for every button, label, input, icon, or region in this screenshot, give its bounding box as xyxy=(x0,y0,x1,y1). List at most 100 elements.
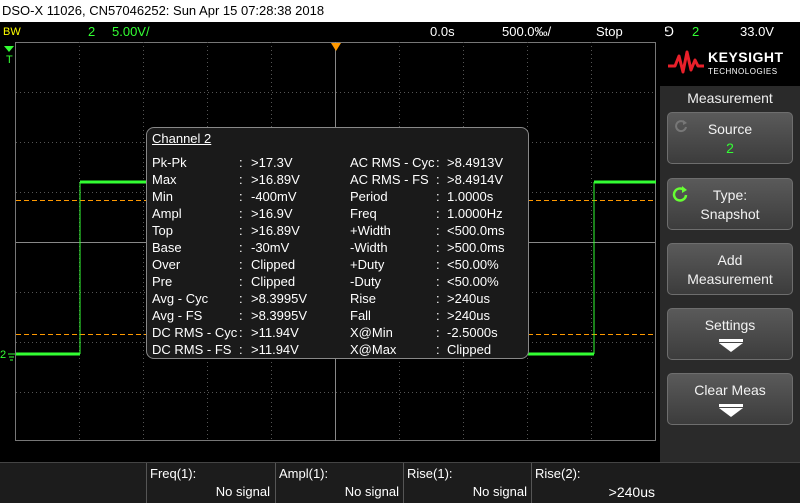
trigger-source[interactable]: 2 xyxy=(692,24,700,39)
graticule: T 2 xyxy=(0,42,658,442)
source-softkey[interactable]: Source 2 xyxy=(667,112,793,164)
measurement-value: >8.4914V xyxy=(447,172,504,187)
measurement-row: Ampl: >16.9V Freq:1.0000Hz xyxy=(147,205,528,222)
measurement-row: Over: Clipped +Duty: <50.00% xyxy=(147,256,528,273)
measurement-name: Period xyxy=(350,189,388,204)
keysight-logo: KEYSIGHT TECHNOLOGIES xyxy=(660,42,800,86)
footer-meas-ampl1[interactable]: Ampl(1): No signal xyxy=(275,463,403,503)
footer-meas-rise2[interactable]: Rise(2): >240us xyxy=(531,463,659,503)
measurement-value: >240us xyxy=(447,308,491,323)
trigger-level[interactable]: 33.0V xyxy=(740,24,774,39)
measurement-separator: : xyxy=(436,342,440,357)
measurement-separator: : xyxy=(239,257,243,272)
brand-subtitle: TECHNOLOGIES xyxy=(708,67,778,76)
measurement-separator: : xyxy=(436,155,440,170)
measurement-name: +Width xyxy=(350,223,391,238)
measurement-value: 1.0000s xyxy=(447,189,494,204)
measurement-name: AC RMS - Cyc xyxy=(350,155,435,170)
measurement-separator: : xyxy=(239,291,243,306)
measurement-row: Base: -30mV -Width: >500.0ms xyxy=(147,239,528,256)
measurement-name: Min xyxy=(152,189,173,204)
add-measurement-line1: Add xyxy=(717,252,743,268)
add-measurement-line2: Measurement xyxy=(687,271,773,287)
footer-meas-freq1[interactable]: Freq(1): No signal xyxy=(146,463,274,503)
measurement-separator: : xyxy=(436,308,440,323)
footer-meas-rise1[interactable]: Rise(1): No signal xyxy=(403,463,531,503)
measurement-row: Pk-Pk: >17.3V AC RMS - Cyc: >8.4913V xyxy=(147,154,528,171)
measurement-row: DC RMS - Cyc: >11.94V X@Min: -2.5000s xyxy=(147,324,528,341)
footer-meas-label: Freq(1): xyxy=(150,466,197,481)
measurement-name: Freq xyxy=(350,206,377,221)
knob-cycle-icon xyxy=(675,120,687,133)
channel-number[interactable]: 2 xyxy=(88,24,96,39)
measurement-row: Avg - FS: >8.3995V Fall: >240us xyxy=(147,307,528,324)
measurement-separator: : xyxy=(436,172,440,187)
measurement-value: >11.94V xyxy=(251,325,299,340)
measurement-name: Pk-Pk xyxy=(152,155,187,170)
bw-limit-indicator: BW xyxy=(3,26,21,38)
keysight-wave-icon xyxy=(668,50,704,74)
measurement-separator: : xyxy=(239,274,243,289)
measurement-name: Avg - FS xyxy=(152,308,203,323)
footer-meas-value: No signal xyxy=(344,484,399,499)
measurement-name: DC RMS - FS xyxy=(152,342,232,357)
settings-softkey[interactable]: Settings xyxy=(667,308,793,360)
vertical-scale[interactable]: 5.00V/ xyxy=(112,24,150,39)
measurement-name: Top xyxy=(152,223,173,238)
horizontal-scale[interactable]: 500.0‰/ xyxy=(502,24,552,39)
menu-title: Measurement xyxy=(687,90,773,106)
measurement-value: -2.5000s xyxy=(447,325,498,340)
measurement-name: X@Max xyxy=(350,342,397,357)
measurement-separator: : xyxy=(436,274,440,289)
measurement-value: >16.89V xyxy=(251,172,300,187)
measurement-value: <500.0ms xyxy=(447,223,505,238)
measurement-separator: : xyxy=(239,325,243,340)
measurement-name: DC RMS - Cyc xyxy=(152,325,238,340)
trigger-edge-icon: ⅁ xyxy=(664,24,675,39)
measurement-name: Pre xyxy=(152,274,173,289)
measurement-value: Clipped xyxy=(447,342,492,357)
measurement-value: >16.9V xyxy=(251,206,293,221)
measurement-panel-title: Channel 2 xyxy=(152,131,212,146)
horizontal-position[interactable]: 0.0s xyxy=(430,24,455,39)
measurement-separator: : xyxy=(239,189,243,204)
clear-meas-softkey[interactable]: Clear Meas xyxy=(667,373,793,425)
measurement-separator: : xyxy=(239,155,243,170)
submenu-arrow-down-icon xyxy=(719,404,743,417)
measurement-row: Max: >16.89V AC RMS - FS: >8.4914V xyxy=(147,171,528,188)
run-state: Stop xyxy=(596,24,623,39)
footer-meas-label: Rise(2): xyxy=(535,466,581,481)
measurement-separator: : xyxy=(436,291,440,306)
measurement-value: >11.94V xyxy=(251,342,299,357)
measurement-name: -Width xyxy=(350,240,388,255)
measurement-value: Clipped xyxy=(251,274,296,289)
submenu-arrow-down-icon xyxy=(719,339,743,352)
trigger-t-marker: T xyxy=(6,54,13,66)
clear-meas-label: Clear Meas xyxy=(694,382,766,398)
measurement-value: >8.3995V xyxy=(251,291,308,306)
measurement-value: -400mV xyxy=(251,189,297,204)
footer-meas-value: No signal xyxy=(215,484,270,499)
footer-meas-label: Ampl(1): xyxy=(279,466,329,481)
source-label: Source xyxy=(707,121,753,137)
measurement-name: -Duty xyxy=(350,274,382,289)
channel-2-ground-marker: 2 xyxy=(0,349,6,361)
measurement-separator: : xyxy=(436,257,440,272)
knob-cycle-icon xyxy=(672,186,688,202)
measurement-name: AC RMS - FS xyxy=(350,172,429,187)
measurement-separator: : xyxy=(436,189,440,204)
measurement-separator: : xyxy=(436,325,440,340)
measurement-row: Avg - Cyc: >8.3995V Rise: >240us xyxy=(147,290,528,307)
window-title: DSO-X 11026, CN57046252: Sun Apr 15 07:2… xyxy=(0,0,800,22)
waveform-display[interactable]: T 2 xyxy=(0,42,658,442)
measurement-row: DC RMS - FS: >11.94V X@Max: Clipped xyxy=(147,341,528,358)
measurement-value: >17.3V xyxy=(251,155,293,170)
measurement-value: 1.0000Hz xyxy=(447,206,503,221)
measurement-value: >16.89V xyxy=(251,223,300,238)
measurement-name: Max xyxy=(152,172,177,187)
measurement-value: -30mV xyxy=(251,240,290,255)
add-measurement-softkey[interactable]: Add Measurement xyxy=(667,243,793,295)
type-softkey[interactable]: Type: Snapshot xyxy=(667,178,793,230)
measurement-footer: Freq(1): No signal Ampl(1): No signal Ri… xyxy=(0,462,800,503)
measurement-name: Rise xyxy=(350,291,377,306)
